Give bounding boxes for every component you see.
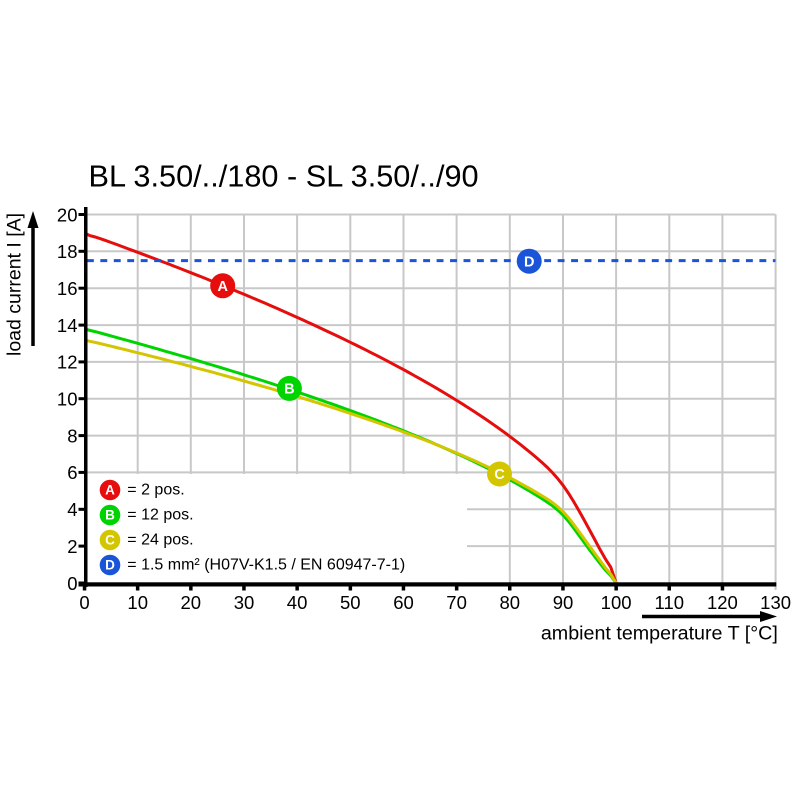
svg-text:18: 18 [57,241,78,262]
svg-text:12: 12 [57,352,78,373]
svg-text:= 24 pos.: = 24 pos. [127,532,193,549]
svg-text:= 1.5 mm² (H07V-K1.5 / EN 6094: = 1.5 mm² (H07V-K1.5 / EN 60947-7-1) [127,557,405,574]
svg-text:BL 3.50/../180 - SL 3.50/../90: BL 3.50/../180 - SL 3.50/../90 [89,158,479,193]
svg-text:= 12 pos.: = 12 pos. [127,507,193,524]
svg-text:B: B [284,382,294,398]
svg-text:20: 20 [181,592,202,613]
svg-text:80: 80 [500,592,521,613]
svg-text:D: D [524,254,534,270]
svg-text:10: 10 [127,592,148,613]
svg-text:90: 90 [553,592,574,613]
svg-text:2: 2 [67,536,77,557]
svg-text:10: 10 [57,389,78,410]
svg-text:130: 130 [760,592,791,613]
svg-text:20: 20 [57,204,78,225]
svg-text:30: 30 [234,592,255,613]
svg-text:C: C [494,467,505,483]
svg-text:50: 50 [340,592,361,613]
svg-text:110: 110 [655,592,685,613]
svg-text:70: 70 [446,592,467,613]
svg-text:40: 40 [287,592,308,613]
svg-text:A: A [217,279,228,295]
svg-text:C: C [105,533,115,548]
svg-text:= 2 pos.: = 2 pos. [127,482,184,499]
svg-text:6: 6 [67,462,77,483]
svg-text:0: 0 [67,573,77,594]
svg-text:A: A [105,483,115,498]
svg-text:4: 4 [67,499,77,520]
svg-text:load current I [A]: load current I [A] [4,213,26,356]
svg-text:ambient temperature T [°C]: ambient temperature T [°C] [541,623,778,645]
svg-text:D: D [105,558,115,573]
svg-text:100: 100 [601,592,632,613]
svg-text:8: 8 [67,425,77,446]
svg-text:0: 0 [79,592,89,613]
svg-text:120: 120 [707,592,738,613]
svg-text:B: B [105,508,115,523]
svg-text:16: 16 [57,278,78,299]
svg-text:14: 14 [57,315,78,336]
svg-text:60: 60 [393,592,414,613]
